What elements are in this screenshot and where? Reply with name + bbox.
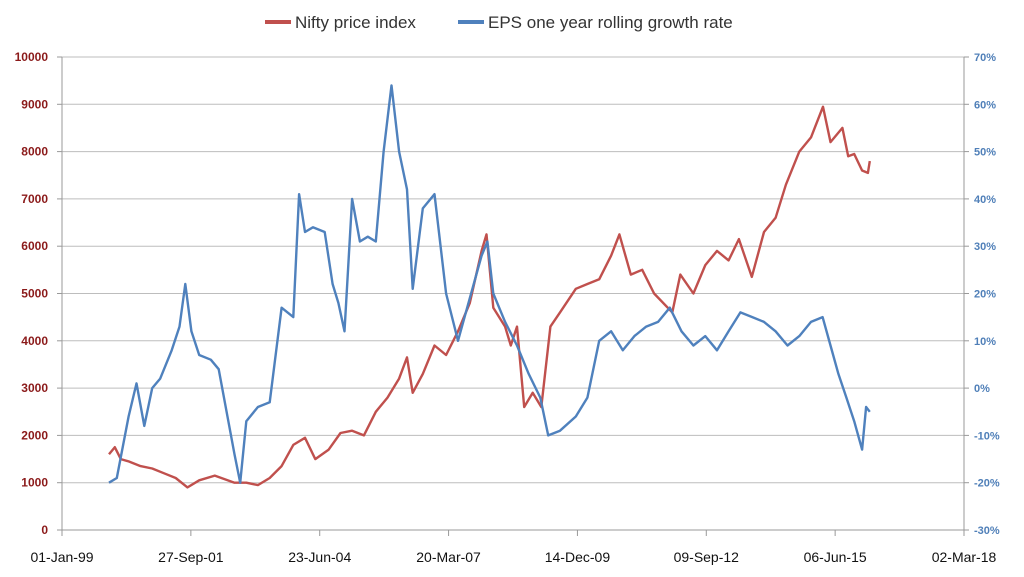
- y-left-tick-label: 4000: [21, 334, 48, 348]
- x-tick-label: 02-Mar-18: [932, 549, 997, 565]
- y-right-tick-label: 10%: [974, 336, 996, 348]
- y-left-tick-label: 10000: [15, 50, 49, 64]
- y-right-tick-label: 30%: [974, 241, 996, 253]
- axes: 0 1000 2000 3000 4000 5000 6000 7000 8000 9000 100…: [15, 50, 1000, 565]
- x-tick-label: 01-Jan-99: [30, 549, 93, 565]
- y-right-tick-label: -10%: [974, 430, 1000, 442]
- y-right-tick-label: -20%: [974, 478, 1000, 490]
- y-right-tick-label: 40%: [974, 194, 996, 206]
- y-left-tick-label: 3000: [21, 381, 48, 395]
- y-left-tick-label: 5000: [21, 287, 48, 301]
- series-line-eps-growth: [108, 84, 871, 484]
- y-left-tick-label: 0: [41, 523, 48, 537]
- y-right-tick-label: 0%: [974, 383, 990, 395]
- y-right-tick-label: 70%: [974, 52, 996, 64]
- y-left-tick-label: 2000: [21, 428, 48, 442]
- y-right-tick-label: 50%: [974, 147, 996, 159]
- legend: Nifty price index EPS one year rolling gr…: [265, 13, 733, 32]
- x-tick-label: 06-Jun-15: [804, 549, 867, 565]
- y-left-tick-label: 8000: [21, 145, 48, 159]
- y-left-tick-label: 9000: [21, 97, 48, 111]
- y-left-tick-label: 1000: [21, 476, 48, 490]
- x-tick-label: 23-Jun-04: [288, 549, 351, 565]
- x-tick-label: 27-Sep-01: [158, 549, 224, 565]
- y-left-tick-label: 6000: [21, 239, 48, 253]
- x-tick-label: 09-Sep-12: [674, 549, 740, 565]
- legend-label: Nifty price index: [295, 13, 416, 32]
- legend-label: EPS one year rolling growth rate: [488, 13, 733, 32]
- y-right-tick-label: 60%: [974, 99, 996, 111]
- series-line-nifty-price: [108, 105, 871, 489]
- x-tick-label: 20-Mar-07: [416, 549, 481, 565]
- y-right-tick-label: -30%: [974, 525, 1000, 537]
- y-right-tick-label: 20%: [974, 289, 996, 301]
- y-left-tick-label: 7000: [21, 192, 48, 206]
- series-lines: [108, 84, 871, 489]
- x-tick-label: 14-Dec-09: [545, 549, 611, 565]
